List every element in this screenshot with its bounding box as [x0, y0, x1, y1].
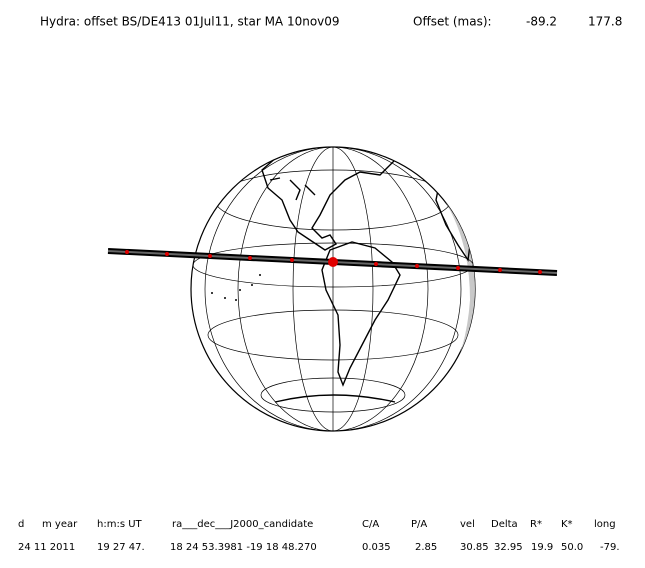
column-header: P/A — [411, 519, 427, 530]
table-cell: 19 27 47. — [97, 542, 145, 553]
column-header: R* — [530, 519, 542, 530]
table-cell: 50.0 — [561, 542, 583, 553]
column-header: ra___dec___J2000_candidate — [172, 519, 313, 530]
column-header: vel — [460, 519, 475, 530]
column-header: h:m:s UT — [97, 519, 143, 530]
title: Hydra: offset BS/DE413 01Jul11, star MA … — [40, 15, 340, 29]
column-header: C/A — [362, 519, 379, 530]
table-cell: 32.95 — [494, 542, 523, 553]
table-cell: -79. — [600, 542, 620, 553]
table-cell: 0.035 — [362, 542, 391, 553]
column-header: d — [18, 519, 24, 530]
event-table: d m year h:m:s UT ra___dec___J2000_candidat… — [18, 519, 620, 553]
offset-value: 177.8 — [588, 15, 622, 29]
table-cell: 30.85 — [460, 542, 489, 553]
globe — [190, 146, 476, 432]
offset-value: -89.2 — [526, 15, 557, 29]
table-cell: 18 24 53.3981 -19 18 48.270 — [170, 542, 317, 553]
column-header: K* — [561, 519, 573, 530]
offset-label: Offset (mas): — [413, 15, 492, 29]
table-cell: 24 11 2011 — [18, 542, 75, 553]
column-header: Delta — [491, 519, 518, 530]
shadow-track — [107, 248, 558, 276]
table-cell: 2.85 — [415, 542, 437, 553]
column-header: m year — [42, 519, 78, 530]
column-header: long — [594, 519, 616, 530]
table-cell: 19.9 — [531, 542, 553, 553]
